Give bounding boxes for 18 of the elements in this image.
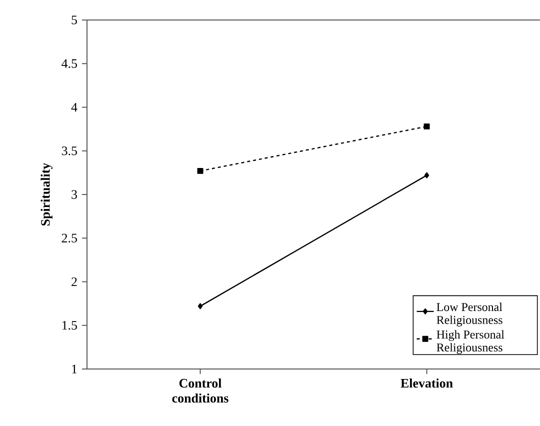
y-tick-label: 4.5 <box>62 59 77 68</box>
y-tick-label: 5 <box>72 16 77 24</box>
point <box>424 172 430 178</box>
y-tick-label: 3.5 <box>62 146 77 156</box>
point <box>424 123 430 130</box>
y-tick-label: 4 <box>71 102 78 112</box>
x-tick-label: Elevation <box>400 378 453 388</box>
y-tick-label: 2 <box>72 277 77 286</box>
legend-label: High Personal Religiousness <box>436 330 504 354</box>
x-tick-label: Control conditions <box>172 378 228 403</box>
y-tick-label: 1.5 <box>62 321 77 330</box>
y-tick-label: 3 <box>72 190 77 199</box>
legend-label: Low Personal Religiousness <box>436 302 502 326</box>
y-axis-title: Spirituality <box>40 162 52 226</box>
y-tick-label: 1 <box>72 364 77 374</box>
y-tick-label: 2.5 <box>62 234 77 243</box>
point <box>198 303 203 310</box>
point <box>197 168 204 174</box>
